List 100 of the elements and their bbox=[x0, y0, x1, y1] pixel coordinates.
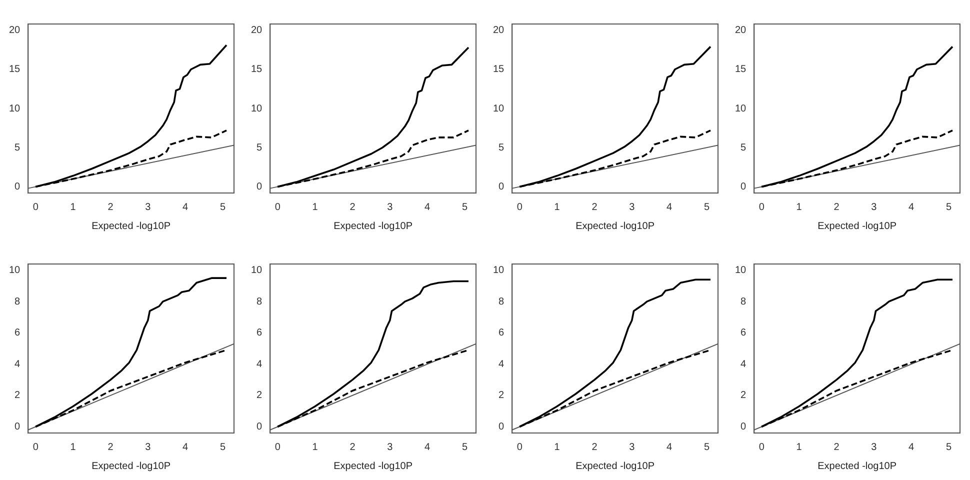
y-tick-label: 0 bbox=[256, 421, 263, 432]
y-tick-label: 4 bbox=[256, 358, 263, 370]
y-tick-label: 0 bbox=[740, 181, 747, 192]
x-tick-label: 2 bbox=[834, 202, 840, 213]
x-tick-label: 2 bbox=[108, 442, 114, 453]
y-tick-label: 15 bbox=[735, 64, 747, 76]
x-axis-title: Expected -log10P bbox=[576, 220, 655, 232]
x-tick-label: 5 bbox=[220, 442, 226, 453]
y-tick-label: 20 bbox=[9, 25, 21, 36]
y-tick-label: 4 bbox=[14, 358, 21, 370]
x-tick-label: 3 bbox=[145, 442, 152, 453]
x-axis-title: Expected -log10P bbox=[818, 460, 897, 472]
x-tick-label: 4 bbox=[182, 442, 189, 453]
x-tick-label: 4 bbox=[666, 442, 673, 453]
x-tick-label: 3 bbox=[387, 442, 394, 453]
x-tick-label: 5 bbox=[946, 202, 952, 213]
x-tick-label: 0 bbox=[274, 202, 281, 213]
x-tick-label: 4 bbox=[908, 442, 915, 453]
x-tick-label: 3 bbox=[387, 202, 394, 213]
y-tick-label: 0 bbox=[498, 181, 505, 192]
x-tick-label: 5 bbox=[462, 442, 468, 453]
x-tick-label: 5 bbox=[946, 442, 952, 453]
x-tick-label: 1 bbox=[554, 202, 560, 213]
x-tick-label: 3 bbox=[871, 202, 878, 213]
y-tick-label: 10 bbox=[251, 103, 263, 114]
x-tick-label: 5 bbox=[220, 202, 226, 213]
y-tick-label: 6 bbox=[256, 328, 263, 339]
x-tick-label: 3 bbox=[629, 442, 636, 453]
y-tick-label: 10 bbox=[493, 103, 505, 114]
x-tick-label: 4 bbox=[424, 202, 431, 213]
y-tick-label: 2 bbox=[498, 390, 505, 402]
x-tick-label: 0 bbox=[32, 442, 39, 453]
y-tick-label: 4 bbox=[498, 358, 505, 370]
y-tick-label: 10 bbox=[735, 265, 747, 276]
x-tick-label: 4 bbox=[908, 202, 915, 213]
x-tick-label: 5 bbox=[462, 202, 468, 213]
x-tick-label: 4 bbox=[666, 202, 673, 213]
x-tick-label: 2 bbox=[592, 442, 598, 453]
y-tick-label: 5 bbox=[14, 142, 21, 154]
y-tick-label: 10 bbox=[251, 265, 263, 276]
x-tick-label: 3 bbox=[145, 202, 152, 213]
x-tick-label: 2 bbox=[834, 442, 840, 453]
y-tick-label: 2 bbox=[740, 390, 747, 402]
y-tick-label: 15 bbox=[251, 64, 263, 76]
x-tick-label: 0 bbox=[516, 442, 523, 453]
y-tick-label: 5 bbox=[740, 142, 747, 154]
y-tick-label: 6 bbox=[498, 328, 505, 339]
x-tick-label: 1 bbox=[70, 442, 76, 453]
y-tick-label: 0 bbox=[256, 181, 263, 192]
y-tick-label: 4 bbox=[740, 358, 747, 370]
x-tick-label: 4 bbox=[424, 442, 431, 453]
x-axis-title: Expected -log10P bbox=[576, 460, 655, 472]
y-tick-label: 20 bbox=[735, 25, 747, 36]
y-tick-label: 5 bbox=[498, 142, 505, 154]
x-tick-label: 3 bbox=[629, 202, 636, 213]
x-tick-label: 1 bbox=[312, 442, 318, 453]
y-tick-label: 0 bbox=[498, 421, 505, 432]
y-tick-label: 6 bbox=[14, 328, 21, 339]
y-tick-label: 2 bbox=[14, 390, 21, 402]
y-tick-label: 5 bbox=[256, 142, 263, 154]
x-tick-label: 0 bbox=[758, 202, 765, 213]
x-tick-label: 1 bbox=[796, 202, 802, 213]
x-tick-label: 5 bbox=[704, 442, 710, 453]
y-tick-label: 0 bbox=[14, 181, 21, 192]
x-axis-title: Expected -log10P bbox=[92, 220, 171, 232]
x-tick-label: 4 bbox=[182, 202, 189, 213]
y-tick-label: 15 bbox=[493, 64, 505, 76]
x-tick-label: 0 bbox=[32, 202, 39, 213]
x-tick-label: 2 bbox=[350, 202, 356, 213]
y-tick-label: 20 bbox=[251, 25, 263, 36]
x-tick-label: 1 bbox=[312, 202, 318, 213]
y-tick-label: 10 bbox=[9, 265, 21, 276]
x-tick-label: 3 bbox=[871, 442, 878, 453]
x-tick-label: 0 bbox=[274, 442, 281, 453]
y-tick-label: 20 bbox=[493, 25, 505, 36]
y-tick-label: 0 bbox=[740, 421, 747, 432]
x-tick-label: 1 bbox=[796, 442, 802, 453]
y-tick-label: 8 bbox=[14, 296, 21, 308]
x-tick-label: 5 bbox=[704, 202, 710, 213]
x-tick-label: 2 bbox=[350, 442, 356, 453]
x-tick-label: 2 bbox=[592, 202, 598, 213]
y-tick-label: 8 bbox=[256, 296, 263, 308]
y-tick-label: 15 bbox=[9, 64, 21, 76]
y-tick-label: 2 bbox=[256, 390, 263, 402]
y-tick-label: 10 bbox=[9, 103, 21, 114]
x-axis-title: Expected -log10P bbox=[334, 220, 413, 232]
x-axis-title: Expected -log10P bbox=[818, 220, 897, 232]
x-axis-title: Expected -log10P bbox=[92, 460, 171, 472]
x-tick-label: 2 bbox=[108, 202, 114, 213]
y-tick-label: 8 bbox=[498, 296, 505, 308]
y-tick-label: 8 bbox=[740, 296, 747, 308]
x-tick-label: 1 bbox=[554, 442, 560, 453]
x-tick-label: 0 bbox=[516, 202, 523, 213]
y-tick-label: 0 bbox=[14, 421, 21, 432]
y-tick-label: 10 bbox=[493, 265, 505, 276]
y-tick-label: 10 bbox=[735, 103, 747, 114]
x-axis-title: Expected -log10P bbox=[334, 460, 413, 472]
y-tick-label: 6 bbox=[740, 328, 747, 339]
x-tick-label: 0 bbox=[758, 442, 765, 453]
x-tick-label: 1 bbox=[70, 202, 76, 213]
